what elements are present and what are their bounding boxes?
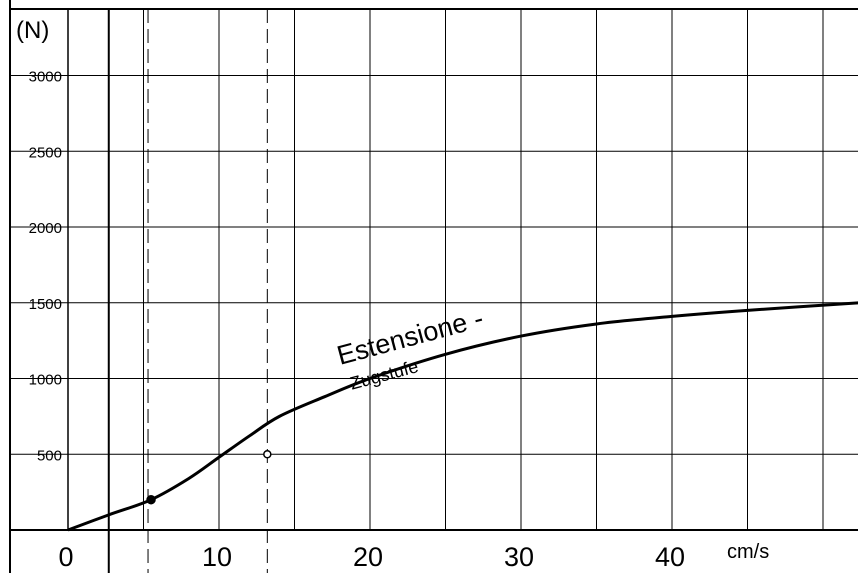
y-tick-label: 1500 (29, 296, 62, 313)
y-unit-label: (N) (16, 17, 49, 44)
x-tick-label: 10 (202, 542, 232, 572)
data-point-marker (263, 450, 272, 459)
reference-lines (107, 9, 268, 573)
x-tick-label: 0 (58, 542, 73, 572)
data-point-marker (146, 494, 156, 505)
tick-labels: 500 1000 1500 2000 2500 3000 0 10 20 30 40 (29, 69, 685, 573)
y-tick-label: 2000 (29, 220, 62, 237)
force-velocity-curve (67, 301, 858, 532)
grid (10, 9, 858, 530)
x-tick-label: 20 (353, 542, 383, 572)
markers (146, 450, 272, 505)
y-tick-label: 1000 (29, 372, 62, 389)
y-tick-label: 2500 (29, 144, 62, 161)
x-unit-label: cm/s (727, 541, 769, 563)
y-tick-label: 3000 (29, 69, 62, 86)
x-tick-label: 40 (655, 542, 685, 572)
series (67, 301, 858, 532)
y-tick-label: 500 (37, 447, 62, 464)
x-tick-label: 30 (504, 542, 534, 572)
axes (9, 0, 858, 573)
